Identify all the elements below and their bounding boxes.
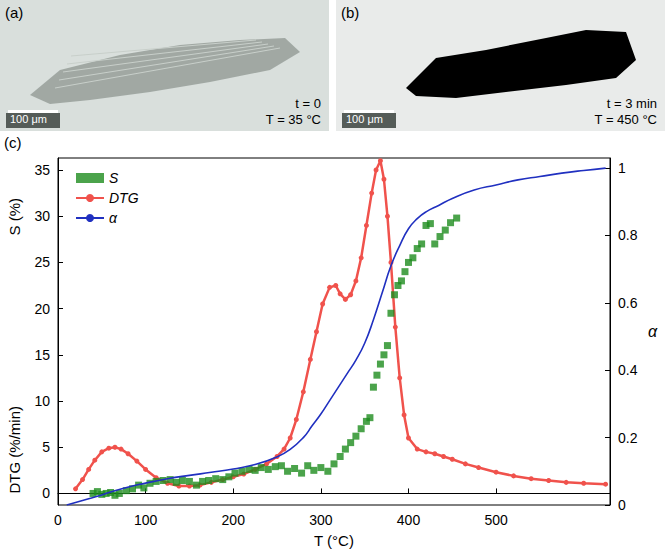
svg-text:10: 10 [34,393,50,409]
html-text:T = 35 °C: T = 35 °C [265,112,321,127]
html-text:T = 450 °C: T = 450 °C [594,112,657,127]
svg-text:T (°C): T (°C) [314,532,354,549]
svg-text:0.8: 0.8 [618,227,638,243]
svg-text:0: 0 [618,497,626,513]
svg-text:0: 0 [54,512,62,528]
svg-text:0.2: 0.2 [618,430,638,446]
svg-text:S: S [109,170,119,186]
svg-text:15: 15 [34,347,50,363]
svg-text:25: 25 [34,254,50,270]
svg-text:S (%): S (%) [6,198,23,236]
svg-text:0: 0 [42,485,50,501]
svg-text:α: α [648,323,658,340]
svg-text:DTG: DTG [109,190,139,206]
svg-text:400: 400 [397,512,421,528]
svg-text:35: 35 [34,162,50,178]
svg-text:30: 30 [34,208,50,224]
svg-text:5: 5 [42,439,50,455]
html-text:100 μm: 100 μm [10,113,47,125]
svg-text:(c): (c) [4,134,22,151]
svg-text:300: 300 [309,512,333,528]
svg-text:100: 100 [134,512,158,528]
svg-text:20: 20 [34,301,50,317]
svg-text:200: 200 [222,512,246,528]
svg-text:DTG (%/min): DTG (%/min) [6,406,23,494]
svg-text:1: 1 [618,160,626,176]
html-text:(a): (a) [5,4,24,21]
svg-text:500: 500 [484,512,508,528]
svg-text:0.4: 0.4 [618,362,638,378]
svg-text:α: α [109,210,118,226]
html-text:(b): (b) [341,4,360,21]
html-text:t = 3 min: t = 3 min [606,96,657,111]
html-text:t = 0: t = 0 [295,96,321,111]
html-text:100 μm: 100 μm [346,113,383,125]
svg-text:0.6: 0.6 [618,295,638,311]
